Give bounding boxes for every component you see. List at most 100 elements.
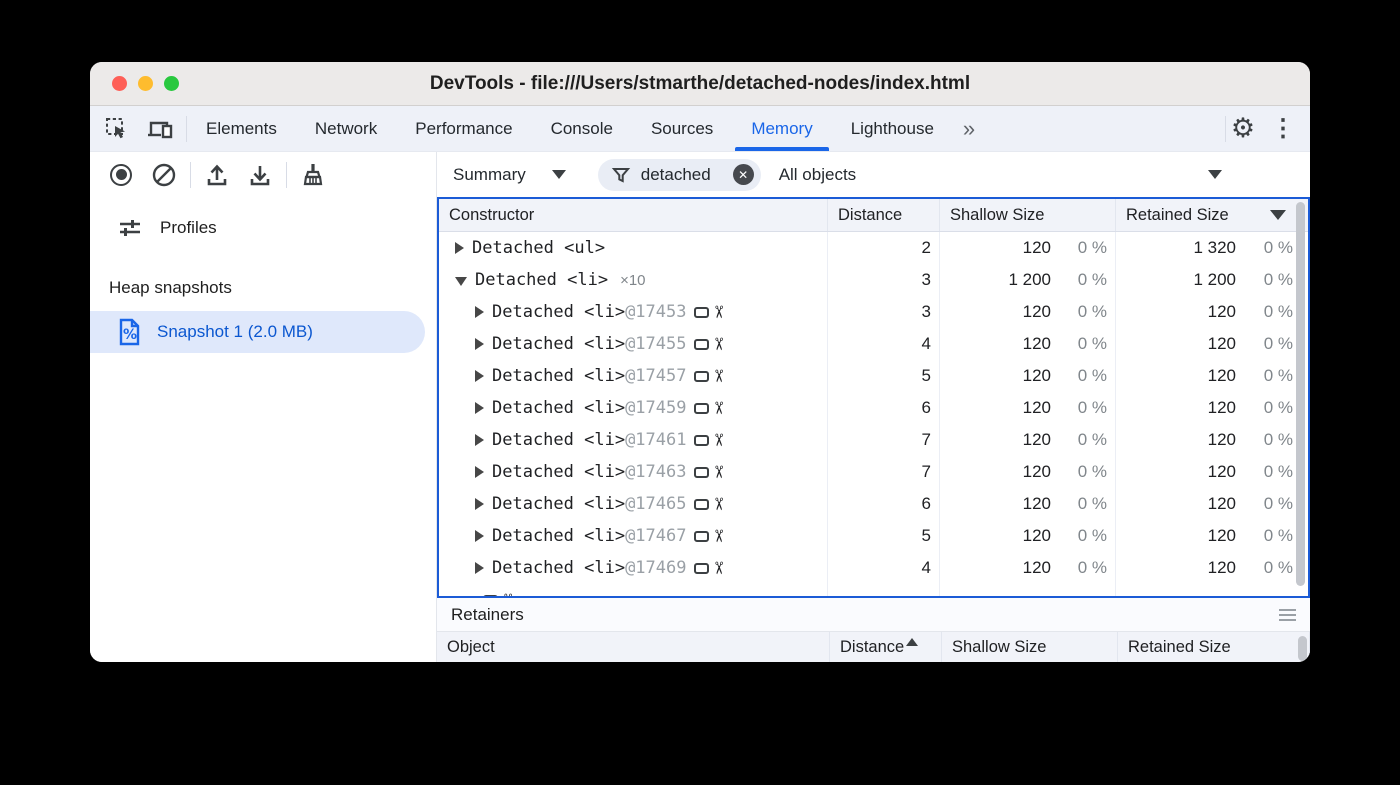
tab-memory[interactable]: Memory: [732, 106, 831, 151]
expand-arrow-icon[interactable]: [475, 530, 484, 542]
clear-filter-button[interactable]: ✕: [732, 164, 754, 185]
expand-arrow-icon[interactable]: [475, 434, 484, 446]
heap-snapshot-grid: Constructor Distance Shallow Size Retain…: [437, 197, 1310, 598]
expand-arrow-icon[interactable]: [475, 498, 484, 510]
tab-network[interactable]: Network: [314, 118, 378, 138]
shallow-size-cell: 1 200 0 %: [940, 264, 1116, 296]
retainers-menu-icon[interactable]: [1279, 608, 1296, 621]
table-row[interactable]: Detached <li> @17457 ✂ 5 120 0 % 120 0 %: [439, 360, 1308, 392]
tabbar-separator: [186, 115, 187, 142]
reveal-in-elements-icon[interactable]: [694, 338, 710, 350]
zoom-window-button[interactable]: [164, 76, 179, 91]
close-window-button[interactable]: [112, 76, 127, 91]
record-icon: [110, 163, 132, 186]
objects-select-value[interactable]: All objects: [778, 164, 857, 184]
sidebar-item-snapshot-1[interactable]: % Snapshot 1 (2.0 MB): [90, 311, 425, 353]
column-header-shallow-size[interactable]: Shallow Size: [940, 199, 1116, 231]
tab-elements[interactable]: Elements: [206, 118, 277, 138]
reveal-in-elements-icon[interactable]: [483, 594, 498, 596]
reveal-in-elements-icon[interactable]: [694, 562, 710, 574]
table-row[interactable]: Detached <li> @17465 ✂ 6 120 0 % 120 0 %: [439, 488, 1308, 520]
clear-profiles-button[interactable]: [147, 158, 181, 192]
retained-size-cell: 120 0 %: [1207, 430, 1293, 449]
retainers-vertical-scrollbar[interactable]: [1298, 636, 1307, 661]
expand-arrow-icon[interactable]: [475, 370, 484, 382]
tab-performance[interactable]: Performance: [415, 118, 513, 138]
expand-arrow-icon[interactable]: [455, 242, 464, 254]
expand-arrow-icon[interactable]: [475, 402, 484, 414]
three-dots-icon: ⋮: [1271, 114, 1295, 142]
perspective-select[interactable]: Summary: [453, 165, 566, 185]
collect-garbage-button[interactable]: [296, 158, 330, 192]
constructor-suffix: @17465: [625, 494, 687, 514]
minimize-window-button[interactable]: [138, 76, 153, 91]
table-row[interactable]: Detached <li> @17463 ✂ 7 120 0 % 120 0 %: [439, 456, 1308, 488]
grid-vertical-scrollbar[interactable]: [1296, 202, 1305, 586]
table-row[interactable]: ✂: [439, 584, 1308, 596]
objects-select-chevron-icon[interactable]: [1208, 170, 1222, 179]
retainers-column-object[interactable]: Object: [437, 632, 830, 662]
table-row[interactable]: Detached <li> @17455 ✂ 4 120 0 % 120 0 %: [439, 328, 1308, 360]
shallow-size-cell: 120 0 %: [940, 360, 1116, 392]
gear-icon: ⚙: [1230, 113, 1256, 143]
expand-arrow-icon[interactable]: [475, 338, 484, 350]
inspect-element-button[interactable]: [100, 112, 134, 146]
retainers-column-shallow-size[interactable]: Shallow Size: [942, 632, 1118, 662]
retainers-column-retained-size[interactable]: Retained Size: [1118, 632, 1310, 662]
reveal-in-elements-icon[interactable]: [694, 370, 710, 382]
reveal-in-elements-icon[interactable]: [694, 530, 710, 542]
distance-cell: 4: [828, 328, 940, 360]
distance-cell: 3: [828, 296, 940, 328]
table-row[interactable]: Detached <li> @17467 ✂ 5 120 0 % 120 0 %: [439, 520, 1308, 552]
class-filter[interactable]: detached ✕: [597, 158, 761, 191]
load-profile-button[interactable]: [200, 158, 234, 192]
column-header-retained-size[interactable]: Retained Size: [1116, 199, 1308, 231]
reveal-in-elements-icon[interactable]: [694, 434, 710, 446]
close-icon: ✕: [738, 167, 749, 182]
tab-sources[interactable]: Sources: [650, 118, 714, 138]
shallow-size-cell: [940, 584, 1116, 596]
constructor-suffix: @17457: [625, 366, 687, 386]
retained-size-cell: 120 0 %: [1207, 558, 1293, 577]
retained-size-cell: 120 0 %: [1207, 526, 1293, 545]
device-toolbar-icon: [147, 116, 175, 142]
expand-arrow-icon[interactable]: [475, 562, 484, 574]
table-row[interactable]: Detached <li> @17459 ✂ 6 120 0 % 120 0 %: [439, 392, 1308, 424]
reveal-in-elements-icon[interactable]: [694, 402, 710, 414]
tab-lighthouse[interactable]: Lighthouse: [850, 118, 934, 138]
expand-arrow-icon[interactable]: [475, 466, 484, 478]
table-row[interactable]: Detached <li> @17461 ✂ 7 120 0 % 120 0 %: [439, 424, 1308, 456]
main-menu-button[interactable]: ⋮: [1266, 112, 1300, 146]
device-toolbar-button[interactable]: [144, 112, 178, 146]
table-row[interactable]: Detached <ul> 2 120 0 % 1 320 0 %: [439, 232, 1308, 264]
sort-ascending-icon: [906, 638, 919, 646]
constructor-name: Detached <li>: [475, 270, 609, 290]
retained-size-cell: [1116, 584, 1308, 596]
distance-cell: 5: [828, 360, 940, 392]
settings-button[interactable]: ⚙: [1226, 112, 1260, 146]
table-row[interactable]: Detached <li> @17469 ✂ 4 120 0 % 120 0 %: [439, 552, 1308, 584]
reveal-in-elements-icon[interactable]: [694, 306, 710, 318]
more-tabs-button[interactable]: »: [953, 106, 983, 151]
retainers-column-distance[interactable]: Distance: [830, 632, 942, 662]
expand-arrow-icon[interactable]: [455, 276, 467, 286]
tabbar-right-separator: [1225, 115, 1226, 142]
class-filter-input[interactable]: detached: [640, 164, 711, 184]
funnel-icon: [611, 165, 631, 185]
table-row[interactable]: Detached <li> ×10 3 1 200 0 % 1 200 0 %: [439, 264, 1308, 296]
tab-console[interactable]: Console: [550, 118, 613, 138]
reveal-in-elements-icon[interactable]: [694, 466, 710, 478]
shallow-size-cell: 120 0 %: [940, 424, 1116, 456]
record-heap-snapshot-button[interactable]: [104, 158, 138, 192]
broom-icon: [300, 162, 326, 188]
table-row[interactable]: Detached <li> @17453 ✂ 3 120 0 % 120 0 %: [439, 296, 1308, 328]
scissors-icon: ✂: [708, 432, 729, 448]
column-header-distance[interactable]: Distance: [828, 199, 940, 231]
sidebar-item-profiles[interactable]: Profiles: [90, 207, 436, 249]
expand-arrow-icon[interactable]: [475, 306, 484, 318]
save-profile-button[interactable]: [243, 158, 277, 192]
scissors-icon: ✂: [497, 593, 517, 596]
column-header-constructor[interactable]: Constructor: [439, 199, 828, 231]
reveal-in-elements-icon[interactable]: [694, 498, 710, 510]
constructor-suffix: @17455: [625, 334, 687, 354]
